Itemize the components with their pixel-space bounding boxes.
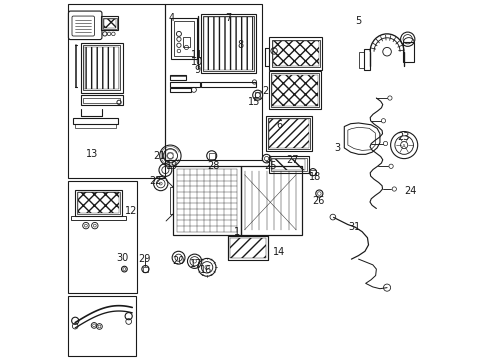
Bar bbox=[204, 18, 252, 70]
Bar bbox=[165, 4, 261, 161]
Bar bbox=[169, 88, 191, 91]
Bar bbox=[83, 45, 120, 90]
Bar bbox=[171, 18, 197, 59]
Bar bbox=[268, 71, 321, 109]
Text: 9: 9 bbox=[194, 65, 200, 75]
Text: 6: 6 bbox=[276, 120, 282, 130]
Bar bbox=[309, 170, 315, 175]
Bar bbox=[68, 181, 137, 293]
Text: 13: 13 bbox=[86, 149, 98, 159]
Text: 24: 24 bbox=[403, 186, 416, 197]
Bar bbox=[268, 156, 308, 173]
Bar bbox=[255, 92, 260, 98]
Text: 11: 11 bbox=[191, 50, 203, 59]
Text: 7: 7 bbox=[225, 13, 231, 23]
Bar bbox=[75, 124, 116, 128]
Bar bbox=[268, 119, 308, 148]
Bar bbox=[265, 116, 311, 152]
Text: 14: 14 bbox=[272, 247, 284, 257]
Text: 29: 29 bbox=[138, 254, 150, 264]
Bar bbox=[271, 40, 320, 67]
Bar bbox=[230, 238, 265, 258]
Bar bbox=[77, 192, 120, 214]
Text: 26: 26 bbox=[312, 196, 324, 206]
Bar bbox=[358, 52, 364, 68]
Polygon shape bbox=[344, 123, 379, 154]
Text: 28: 28 bbox=[207, 161, 219, 171]
Bar bbox=[228, 236, 267, 260]
Bar bbox=[270, 158, 306, 171]
Bar bbox=[241, 166, 301, 235]
Text: 15: 15 bbox=[247, 97, 260, 107]
Text: 21: 21 bbox=[153, 151, 165, 161]
Text: 8: 8 bbox=[237, 40, 243, 50]
Bar bbox=[208, 153, 215, 159]
Bar bbox=[68, 4, 165, 178]
Bar bbox=[183, 37, 189, 48]
Bar bbox=[142, 267, 148, 271]
Text: 10: 10 bbox=[191, 57, 203, 67]
Text: 12: 12 bbox=[125, 206, 137, 216]
Text: 2: 2 bbox=[262, 86, 268, 96]
Bar bbox=[73, 118, 118, 124]
Bar bbox=[103, 18, 116, 28]
Bar bbox=[364, 49, 369, 70]
Text: 27: 27 bbox=[286, 156, 299, 165]
Text: 30: 30 bbox=[116, 253, 128, 263]
Text: 23: 23 bbox=[396, 132, 408, 142]
Bar bbox=[84, 47, 119, 89]
Text: 17: 17 bbox=[190, 259, 202, 269]
Text: 4: 4 bbox=[168, 13, 174, 23]
Text: 5: 5 bbox=[355, 17, 361, 26]
Text: 22: 22 bbox=[149, 176, 162, 186]
Bar bbox=[271, 159, 305, 170]
Bar bbox=[169, 75, 185, 80]
Bar bbox=[70, 216, 125, 220]
Text: 1: 1 bbox=[233, 227, 239, 237]
Bar bbox=[270, 73, 319, 107]
Text: 25: 25 bbox=[264, 161, 276, 171]
Bar bbox=[201, 14, 256, 73]
Bar bbox=[173, 166, 241, 235]
Text: 31: 31 bbox=[347, 222, 360, 232]
Bar bbox=[269, 37, 322, 69]
Bar bbox=[271, 75, 318, 105]
Text: 19: 19 bbox=[165, 161, 178, 171]
Bar bbox=[101, 16, 118, 30]
Bar bbox=[81, 95, 122, 105]
Bar bbox=[203, 17, 254, 71]
Bar bbox=[169, 82, 200, 87]
Text: 20: 20 bbox=[172, 256, 185, 266]
Bar bbox=[68, 296, 136, 356]
Text: 3: 3 bbox=[333, 143, 340, 153]
Bar bbox=[75, 190, 122, 216]
Text: 16: 16 bbox=[200, 265, 212, 275]
Bar bbox=[267, 118, 309, 149]
Bar bbox=[403, 42, 413, 62]
Bar bbox=[83, 98, 120, 103]
Text: 18: 18 bbox=[308, 172, 321, 182]
Bar bbox=[103, 19, 116, 28]
Bar bbox=[78, 193, 119, 213]
Bar bbox=[272, 41, 318, 66]
Bar bbox=[174, 21, 194, 56]
Bar bbox=[169, 187, 173, 214]
Bar bbox=[81, 43, 122, 93]
Text: A: A bbox=[402, 144, 405, 149]
Bar bbox=[201, 82, 256, 87]
